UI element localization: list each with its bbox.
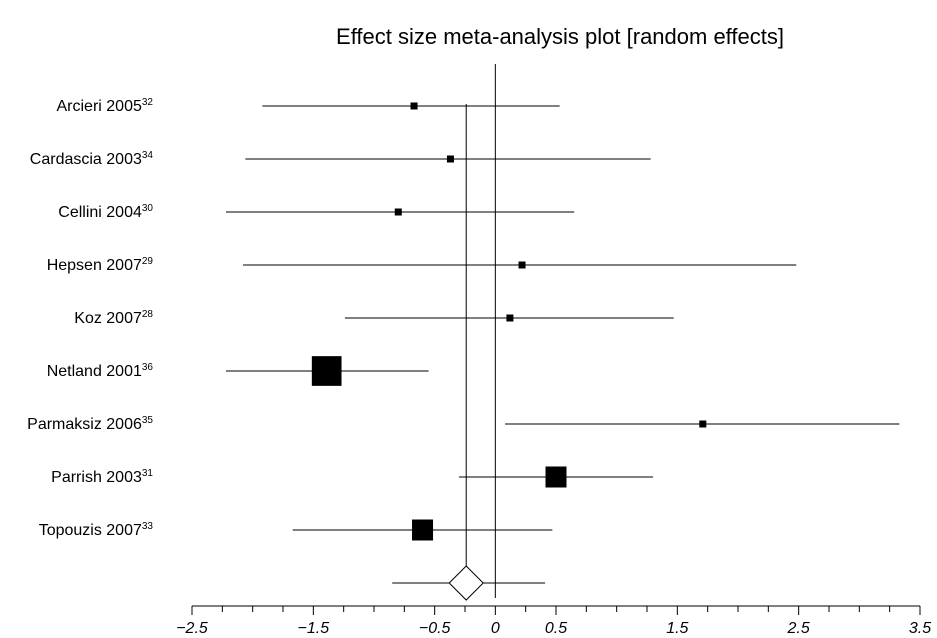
x-tick-label: −0.5	[419, 620, 451, 637]
study-row: Parrish 200331	[51, 466, 654, 488]
x-axis: −2.5 −1.5 −0.5 0 0.5 1.5 2.5 3.5	[176, 605, 931, 637]
study-label: Koz 200728	[74, 309, 153, 327]
study-reference: 30	[142, 203, 154, 214]
x-tick-label: 1.5	[666, 620, 688, 637]
effect-size-marker	[394, 208, 402, 216]
effect-size-marker	[545, 466, 567, 488]
x-tick-label: −1.5	[298, 620, 330, 637]
effect-size-marker	[699, 420, 707, 428]
effect-size-marker	[518, 261, 526, 269]
study-label: Netland 200136	[47, 362, 154, 380]
study-row: Cellini 200430	[58, 203, 575, 221]
study-row: Topouzis 200733	[39, 519, 553, 541]
pooled-estimate	[392, 565, 546, 601]
study-row: Koz 200728	[74, 309, 674, 327]
study-label: Topouzis 200733	[39, 521, 154, 539]
study-reference: 31	[142, 468, 154, 479]
study-reference: 29	[142, 256, 154, 267]
study-row: Arcieri 200532	[57, 97, 560, 115]
study-rows: Arcieri 200532 Cardascia 200334 Cellini 20…	[27, 97, 900, 541]
study-reference: 35	[142, 415, 154, 426]
study-name: Koz 2007	[74, 310, 142, 327]
study-label: Arcieri 200532	[57, 97, 154, 115]
study-reference: 33	[142, 521, 154, 532]
study-row: Netland 200136	[47, 356, 429, 386]
study-name: Netland 2001	[47, 363, 142, 380]
x-tick-label: −2.5	[176, 620, 208, 637]
effect-size-marker	[412, 519, 434, 541]
study-name: Parmaksiz 2006	[27, 416, 142, 433]
pooled-diamond	[448, 565, 484, 601]
study-label: Hepsen 200729	[47, 256, 154, 274]
study-name: Cellini 2004	[58, 204, 142, 221]
x-tick-label: 2.5	[787, 620, 810, 637]
study-row: Cardascia 200334	[30, 150, 651, 168]
study-reference: 34	[142, 150, 154, 161]
x-tick-label: 0	[491, 620, 500, 637]
reference-lines	[465, 64, 496, 598]
study-name: Hepsen 2007	[47, 257, 142, 274]
study-name: Cardascia 2003	[30, 151, 142, 168]
study-label: Cellini 200430	[58, 203, 153, 221]
x-tick-label: 0.5	[545, 620, 567, 637]
study-label: Parrish 200331	[51, 468, 153, 486]
study-reference: 36	[142, 362, 154, 373]
study-reference: 28	[142, 309, 154, 320]
effect-size-marker	[410, 102, 418, 110]
study-reference: 32	[142, 97, 154, 108]
study-label: Parmaksiz 200635	[27, 415, 153, 433]
chart-title: Effect size meta-analysis plot [random e…	[336, 24, 784, 49]
effect-size-marker	[446, 155, 454, 163]
study-row: Hepsen 200729	[47, 256, 797, 274]
study-name: Parrish 2003	[51, 469, 142, 486]
study-name: Arcieri 2005	[57, 98, 142, 115]
study-row: Parmaksiz 200635	[27, 415, 900, 433]
study-label: Cardascia 200334	[30, 150, 154, 168]
study-name: Topouzis 2007	[39, 522, 142, 539]
effect-size-marker	[311, 356, 342, 386]
x-tick-label: 3.5	[909, 620, 931, 637]
effect-size-marker	[506, 314, 514, 322]
